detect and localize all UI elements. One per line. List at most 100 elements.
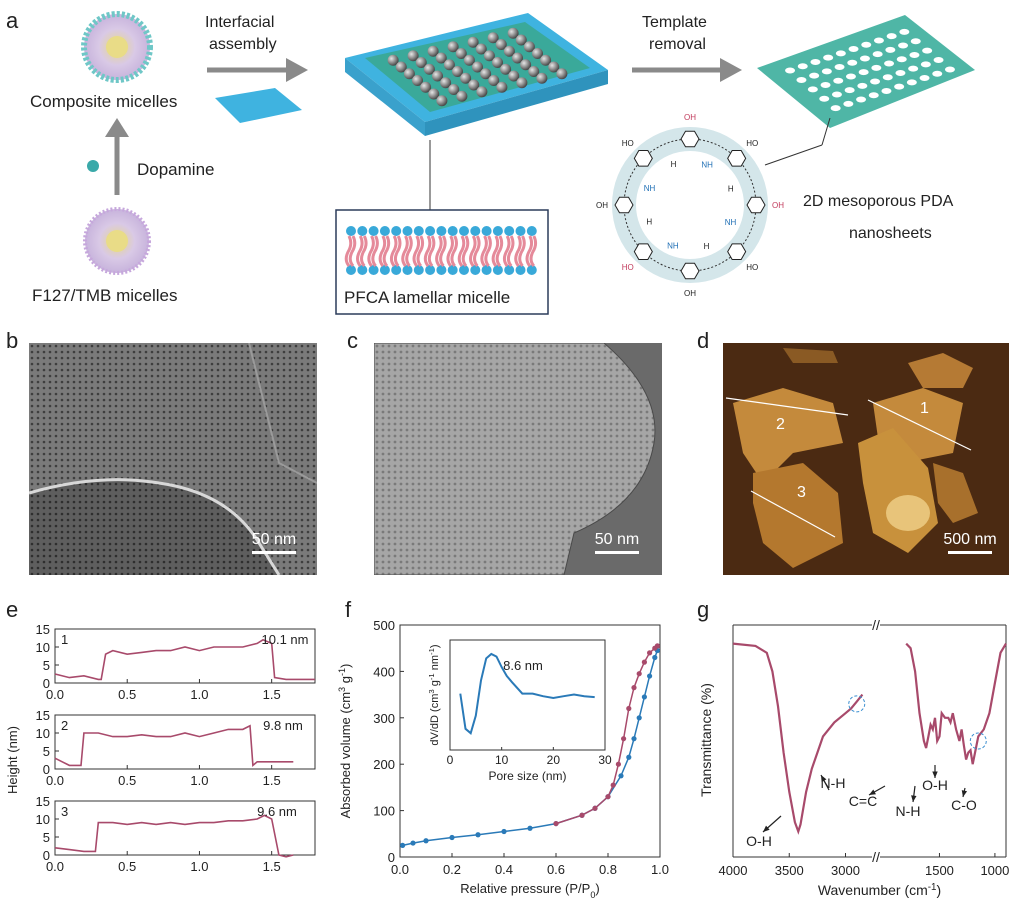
- sphere-icon: [508, 70, 520, 82]
- pfca-head-icon: [447, 226, 458, 236]
- sphere-icon: [483, 50, 495, 62]
- pfca-head-icon: [504, 226, 515, 236]
- isotherm-point: [636, 715, 642, 721]
- sphere-icon: [540, 54, 552, 66]
- pore-icon: [797, 63, 808, 70]
- isotherm-point: [592, 805, 598, 811]
- sphere-icon: [536, 72, 548, 84]
- sphere-icon: [480, 68, 492, 80]
- isotherm-point: [631, 685, 637, 691]
- pfca-head-icon: [402, 265, 413, 275]
- x-tick-label: 1.5: [263, 687, 281, 702]
- pore-icon: [834, 64, 845, 71]
- pore-icon: [857, 82, 868, 89]
- ftir-line-left: [732, 642, 864, 835]
- sphere-icon: [496, 81, 508, 93]
- pore-icon: [820, 82, 831, 89]
- label-pfca: PFCA lamellar micelle: [344, 288, 511, 307]
- isotherm-point: [400, 842, 406, 848]
- pore-icon: [856, 96, 867, 103]
- profile-annotation: 9.6 nm: [257, 804, 297, 819]
- sphere-icon: [443, 59, 455, 71]
- x-tick-label: 1.0: [190, 859, 208, 874]
- pfca-tail-icon: [367, 235, 379, 267]
- sphere-icon: [415, 57, 427, 68]
- isotherm-point: [527, 825, 533, 831]
- x-tick-label: 4000: [719, 863, 748, 878]
- pfca-head-icon: [515, 265, 526, 275]
- panel-letter-f: f: [345, 597, 352, 622]
- pore-icon: [810, 58, 821, 65]
- pfca-head-icon: [526, 265, 537, 275]
- pfca-tail-icon: [401, 235, 413, 267]
- x-tick-label: 0.0: [46, 859, 64, 874]
- pfca-head-icon: [459, 265, 469, 275]
- x-tick-label: 3000: [831, 863, 860, 878]
- pore-icon: [845, 73, 856, 80]
- sphere-icon: [403, 68, 415, 80]
- amine-label: NH: [701, 160, 713, 169]
- substrate-small-icon: [215, 88, 302, 123]
- ftir-chart: ////4000 3500 3000 1500 1000O-HN-HC=CN-HO-HC…: [698, 617, 1009, 898]
- benzene-ring-icon: [633, 150, 653, 167]
- pfca-tail-icon: [389, 235, 402, 267]
- peak-annotation: C=C: [849, 793, 877, 809]
- isotherm-point: [641, 659, 647, 665]
- pore-icon: [847, 59, 858, 66]
- y-tick-label: 5: [43, 658, 50, 673]
- isotherm-point: [647, 650, 653, 656]
- pfca-tail-icon: [525, 235, 538, 267]
- pfca-tail-icon: [491, 235, 504, 267]
- sphere-icon: [440, 77, 452, 89]
- arrow-head: [821, 775, 827, 782]
- peak-annotation: C-O: [951, 797, 977, 813]
- benzene-ring-icon: [633, 243, 653, 260]
- y-axis-label: Transmittance (%): [698, 683, 714, 797]
- isotherm-point: [618, 773, 624, 779]
- sphere-icon: [428, 88, 440, 100]
- pfca-head-icon: [459, 226, 469, 236]
- pore-icon: [896, 56, 907, 63]
- y-tick-label: 10: [36, 812, 50, 827]
- sphere-icon: [556, 68, 568, 80]
- sphere-icon: [420, 81, 432, 93]
- isotherm-point: [652, 645, 658, 651]
- x-tick-label: 0.2: [443, 862, 461, 877]
- sphere-icon: [523, 41, 535, 53]
- sphere-icon: [447, 41, 459, 53]
- y-tick-label: 100: [373, 804, 395, 819]
- pfca-head-icon: [526, 226, 537, 236]
- pore-icon: [919, 75, 930, 82]
- panel-letter-d: d: [697, 328, 710, 353]
- pore-icon: [898, 42, 909, 49]
- y-axis-label: Height (nm): [5, 726, 20, 794]
- pore-icon: [944, 66, 955, 73]
- pore-icon: [830, 105, 841, 112]
- y-tick-label: 5: [43, 830, 50, 845]
- pore-icon: [909, 51, 920, 58]
- isotherm-point: [615, 761, 621, 767]
- peak-annotation: O-H: [746, 833, 772, 849]
- benzene-ring-icon: [727, 243, 747, 260]
- pore-icon: [819, 95, 830, 102]
- dashed-circle-marker: [848, 695, 866, 713]
- pore-icon: [858, 69, 869, 76]
- y-tick-label: 0: [43, 848, 50, 863]
- sphere-icon: [548, 61, 560, 73]
- sphere-icon: [532, 48, 543, 59]
- tem-image: [374, 343, 662, 575]
- pore-icon: [843, 100, 854, 107]
- pfca-head-icon: [391, 226, 402, 236]
- panel-letter-c: c: [347, 328, 358, 353]
- x-tick-label: 1.5: [263, 773, 281, 788]
- afm-image: [723, 343, 1009, 575]
- pore-icon: [920, 61, 931, 68]
- pfca-head-icon: [357, 226, 368, 236]
- inset-x-tick-label: 20: [547, 753, 561, 767]
- peak-annotation: O-H: [922, 777, 948, 793]
- hydroxyl-label: HO: [746, 263, 758, 272]
- profile-label: 2: [61, 718, 68, 733]
- label-f127-tmb: F127/TMB micelles: [32, 286, 178, 305]
